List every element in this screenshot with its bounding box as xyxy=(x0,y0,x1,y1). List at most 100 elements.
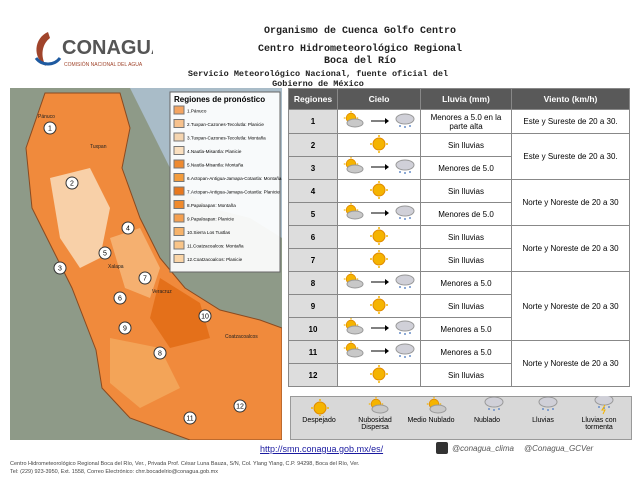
logo-text: CONAGUA xyxy=(62,37,153,59)
region-number: 8 xyxy=(158,351,162,358)
region-cell: 7 xyxy=(288,248,338,272)
legend-swatch xyxy=(173,173,185,182)
legend-label: Lluvias xyxy=(532,417,554,424)
legend-label: 6.Actopan-Antigua-Jamapa-Cotaxtla: Monta… xyxy=(187,176,282,181)
sky-cell xyxy=(337,202,421,226)
rain-cell: Menores a 5.0 xyxy=(420,340,512,364)
city: Veracruz xyxy=(152,289,172,295)
legend-label: Despejado xyxy=(302,417,336,424)
place: Boca del Río xyxy=(323,56,396,67)
sky-cell xyxy=(337,248,421,272)
region-number: 5 xyxy=(103,251,107,258)
wind-cell: Norte y Noreste de 20 a 30 xyxy=(511,271,630,341)
wind-cell: Norte y Noreste de 20 a 30 xyxy=(511,225,630,272)
address: Centro Hidrometeorológico Regional Boca … xyxy=(10,461,360,467)
region-marker xyxy=(153,346,167,360)
region-marker xyxy=(121,221,135,235)
region-cell: 5 xyxy=(288,202,338,226)
legend-swatch xyxy=(173,119,185,128)
legend-label: 12.Coatzacoalcos: Planicie xyxy=(187,257,243,262)
sky-cell xyxy=(337,156,421,180)
region-number: 1 xyxy=(48,126,52,133)
region-marker xyxy=(233,399,247,413)
region-number: 7 xyxy=(143,276,147,283)
sky-cell xyxy=(337,179,421,203)
region-cell: 12 xyxy=(288,363,338,387)
legend-swatch xyxy=(173,227,185,236)
wind-cell: Norte y Noreste de 20 a 30 xyxy=(511,340,630,387)
region-marker xyxy=(138,271,152,285)
region-number: 6 xyxy=(118,296,122,303)
rain-cell: Sin lluvias xyxy=(420,248,512,272)
region-marker xyxy=(198,309,212,323)
logo-subtitle: COMISIÓN NACIONAL DEL AGUA xyxy=(64,61,143,68)
sky-cell xyxy=(337,340,421,364)
region-marker xyxy=(53,261,67,275)
url[interactable]: http://smn.conagua.gob.mx/es/ xyxy=(260,444,384,454)
map: Regiones de pronóstico 1.Pánuco 2.Tuxpan-… xyxy=(10,88,282,440)
legend-label: 1.Pánuco xyxy=(187,109,207,114)
legend-label: 2.Tuxpan-Cazones-Tecolutla: Planicie xyxy=(187,122,264,127)
rain-cell: Menores de 5.0 xyxy=(420,156,512,180)
org: Organismo de Cuenca Golfo Centro xyxy=(263,26,457,37)
region-marker xyxy=(183,411,197,425)
region-cell: 4 xyxy=(288,179,338,203)
map-legend-title: Regiones de pronóstico xyxy=(174,95,265,104)
sky-cell xyxy=(337,294,421,318)
region-marker xyxy=(98,246,112,260)
rain-cell: Sin lluvias xyxy=(420,225,512,249)
sky-cell xyxy=(337,109,421,134)
legend-label: 5.Nautla-Misantla: Montaña xyxy=(187,163,244,168)
city: Tuxpan xyxy=(90,144,107,150)
region-cell: 1 xyxy=(288,109,338,134)
legend-swatch xyxy=(173,240,185,250)
region-number: 10 xyxy=(201,314,209,321)
legend-swatch xyxy=(173,146,185,155)
region-number: 3 xyxy=(58,266,62,273)
rain-cell: Sin lluvias xyxy=(420,179,512,203)
twitter-icon xyxy=(436,442,448,454)
social: @conagua_clima xyxy=(452,444,514,453)
legend-label: 10.Sierra Los Tuxtlas xyxy=(187,230,231,235)
rain-cell: Menores a 5.0 xyxy=(420,317,512,341)
region-cell: 2 xyxy=(288,133,338,157)
wind-cell: Este y Sureste de 20 a 30. xyxy=(511,133,630,180)
region-number: 11 xyxy=(186,416,193,423)
social: @Conagua_GCVer xyxy=(524,444,594,453)
region-cell: 8 xyxy=(288,271,338,295)
legend-label: 4.Nautla-Misantla: Planicie xyxy=(187,149,242,154)
legend-swatch xyxy=(173,254,185,263)
region-cell: 6 xyxy=(288,225,338,249)
city: Coatzacoalcos xyxy=(225,334,258,340)
legend-swatch xyxy=(173,186,185,196)
region-number: 9 xyxy=(123,326,127,333)
legend-label: 3.Tuxpan-Cazones-Tecolutla: Montaña xyxy=(187,136,266,141)
legend-label: Nublado xyxy=(473,417,501,424)
region-marker xyxy=(43,121,57,135)
forecast-table: Regiones Cielo Lluvia (mm) Viento (km/h) 1 M… xyxy=(288,88,630,387)
region-number: 12 xyxy=(236,404,244,411)
sky-cell xyxy=(337,133,421,157)
center: Centro Hidrometeorológico Regional xyxy=(257,44,463,55)
region-number: 4 xyxy=(126,226,130,233)
legend-swatch xyxy=(173,213,185,223)
region-cell: 11 xyxy=(288,340,338,364)
sky-legend-icons xyxy=(310,396,630,416)
legend-label: Nubosidad Dispersa xyxy=(358,417,392,431)
region-marker xyxy=(118,321,132,335)
header-cell: Lluvia (mm) xyxy=(420,88,512,110)
contact: Tel: (229) 923-3950, Ext. 1558, Correo E… xyxy=(10,469,218,475)
sky-cell xyxy=(337,271,421,295)
rain-cell: Sin lluvias xyxy=(420,363,512,387)
legend-label: Lluvias con tormenta xyxy=(581,417,617,431)
rain-cell: Sin lluvias xyxy=(420,133,512,157)
rain-cell: Menores a 5.0 en la parte alta xyxy=(420,109,512,134)
city: Xalapa xyxy=(108,264,124,270)
logo: CONAGUA COMISIÓN NACIONAL DEL AGUA xyxy=(34,32,153,68)
service: Servicio Meteorológico Nacional, fuente … xyxy=(187,69,449,89)
region-marker xyxy=(65,176,79,190)
city: Pánuco xyxy=(38,114,55,120)
legend-swatch xyxy=(173,132,185,142)
legend-label: 7.Actopan-Antigua-Jamapa-Cotaxtla: Plani… xyxy=(187,190,280,195)
